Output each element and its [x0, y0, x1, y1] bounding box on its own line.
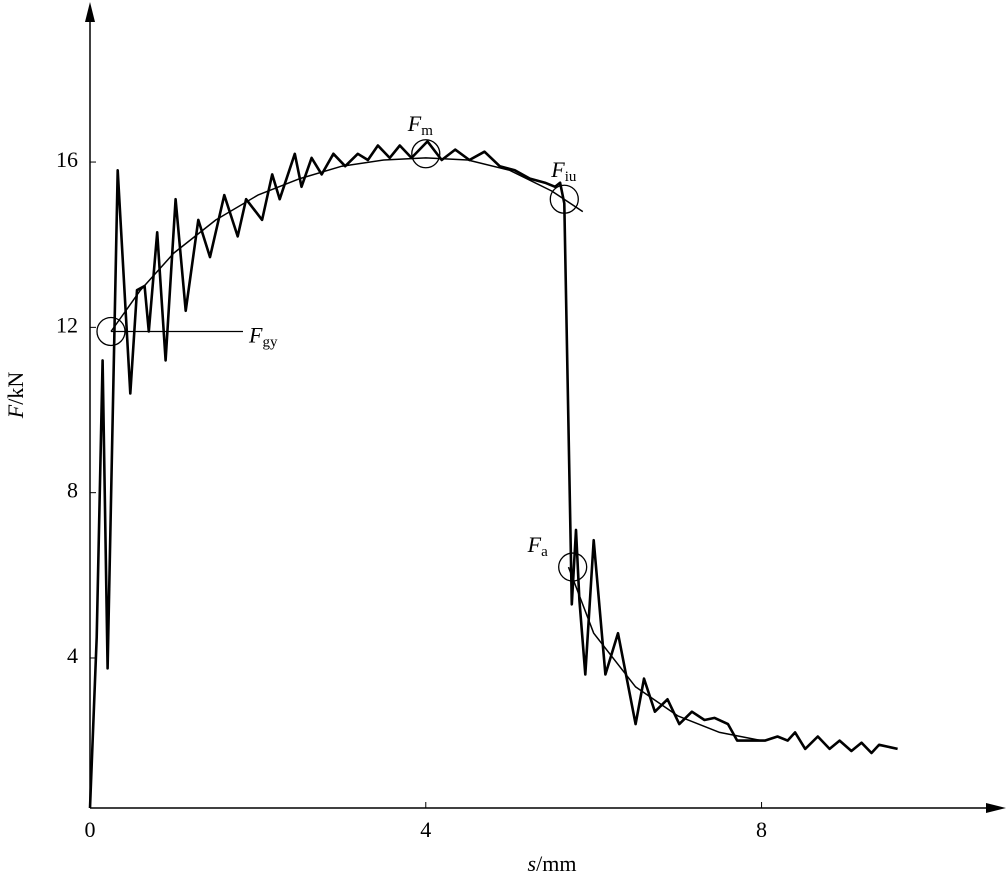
- x-tick-label: 4: [420, 817, 431, 842]
- annotation-subscript: a: [541, 544, 548, 560]
- annotation-subscript: gy: [262, 335, 278, 351]
- annotation-symbol: F: [527, 532, 542, 557]
- annotation-circle: [411, 139, 441, 169]
- annotation-label: Fm: [407, 111, 433, 139]
- annotation-subscript: iu: [565, 170, 577, 186]
- annotation-symbol: F: [248, 323, 263, 348]
- x-axis-label: s/mm: [528, 851, 577, 876]
- data-line: [88, 140, 898, 809]
- annotation-circle: [549, 184, 579, 214]
- y-tick-label: 16: [56, 147, 78, 172]
- y-tick-label: 12: [56, 312, 78, 337]
- y-axis-label: F/kN: [3, 372, 28, 420]
- annotation-symbol: F: [407, 111, 422, 136]
- x-tick-label: 8: [756, 817, 767, 842]
- annotation-subscript: m: [421, 123, 433, 139]
- y-tick-label: 8: [67, 478, 78, 503]
- x-axis-arrow: [986, 803, 1006, 813]
- x-tick-label: 0: [85, 817, 96, 842]
- y-axis-arrow: [85, 2, 95, 22]
- annotation-label: Fa: [527, 532, 548, 560]
- data-line: [110, 157, 762, 742]
- annotation-label: Fiu: [550, 157, 577, 185]
- annotation-symbol: F: [550, 157, 565, 182]
- annotation-label: Fgy: [248, 323, 278, 351]
- annotation-circle: [558, 552, 588, 582]
- y-tick-label: 4: [67, 643, 78, 668]
